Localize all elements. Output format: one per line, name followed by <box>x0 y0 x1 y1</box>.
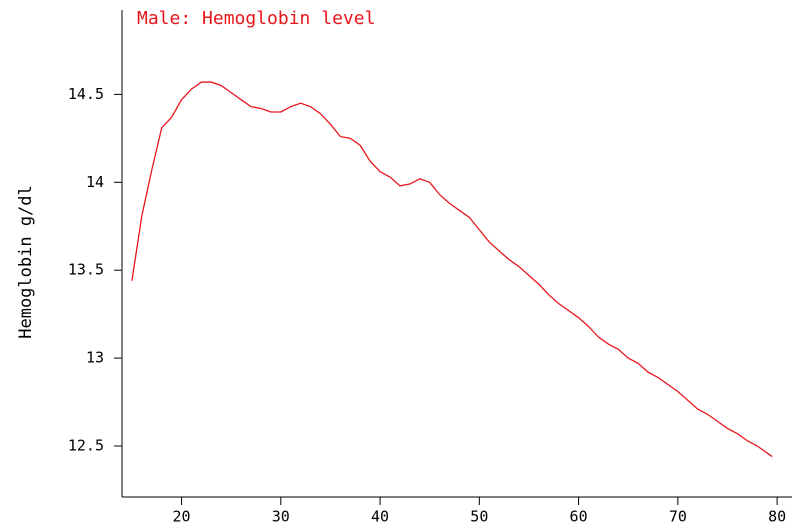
y-tick-label: 14.5 <box>68 85 104 103</box>
line <box>131 81 773 458</box>
chart-title: Male: Hemoglobin level <box>137 8 375 29</box>
x-tick-label: 80 <box>768 508 786 526</box>
y-tick-label: 13.5 <box>68 261 104 279</box>
x-tick-label: 30 <box>272 508 290 526</box>
y-tick-label: 13 <box>86 349 104 367</box>
y-tick-label: 14 <box>86 173 104 191</box>
x-tick-label: 50 <box>470 508 488 526</box>
x-tick-label: 60 <box>570 508 588 526</box>
x-tick-label: 70 <box>669 508 687 526</box>
x-tick-label: 20 <box>173 508 191 526</box>
x-tick-label: 40 <box>371 508 389 526</box>
y-axis-label: Hemoglobin g/dl <box>16 185 36 339</box>
y-tick-label: 12.5 <box>68 437 104 455</box>
